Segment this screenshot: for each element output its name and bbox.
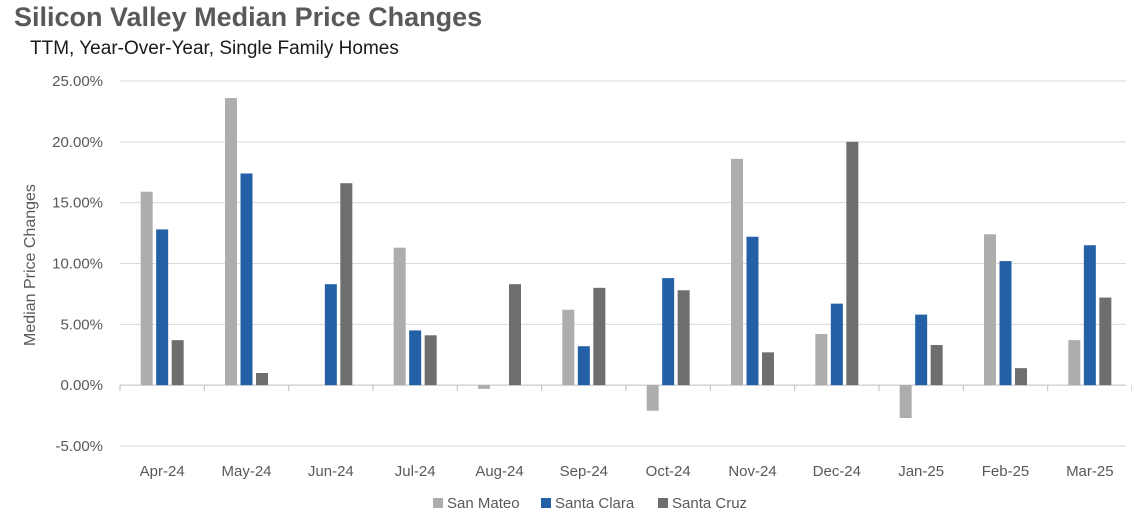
x-tick-label: May-24 [221, 463, 271, 480]
bar-santa-cruz [1015, 368, 1027, 386]
bar-santa-cruz [256, 373, 268, 386]
y-tick-label: 5.00% [60, 316, 103, 333]
y-axis-label: Median Price Changes [22, 184, 39, 346]
bar-san-mateo [646, 385, 659, 411]
y-tick-label: 20.00% [52, 134, 103, 151]
bar-santa-clara [915, 314, 928, 386]
bar-santa-cruz [762, 352, 774, 386]
bar-san-mateo [478, 385, 490, 389]
legend-label: Santa Cruz [672, 495, 747, 512]
x-tick-label: Feb-25 [982, 463, 1030, 480]
bar-santa-clara [662, 278, 675, 386]
legend-swatch [433, 498, 443, 508]
legend-label: San Mateo [447, 495, 520, 512]
chart-title: Silicon Valley Median Price Changes [14, 2, 483, 32]
bar-santa-clara [830, 303, 843, 386]
bar-santa-cruz [424, 335, 437, 386]
bar-santa-clara [409, 330, 422, 386]
x-tick-label: Nov-24 [728, 463, 776, 480]
bar-san-mateo [225, 98, 237, 386]
bar-santa-cruz [171, 340, 184, 386]
bar-san-mateo [562, 309, 575, 386]
legend-swatch [541, 498, 551, 508]
legend-swatch [658, 498, 668, 508]
bar-san-mateo [140, 191, 153, 386]
bar-santa-cruz [340, 183, 353, 386]
bar-san-mateo [815, 334, 828, 386]
bar-santa-clara [240, 173, 253, 386]
bar-san-mateo [1068, 340, 1081, 386]
bar-santa-clara [156, 229, 169, 386]
bar-santa-cruz [846, 141, 859, 386]
bar-santa-clara [577, 346, 590, 386]
bar-santa-clara [324, 284, 337, 386]
bar-santa-cruz [509, 284, 521, 386]
y-tick-label: 0.00% [60, 377, 103, 394]
x-tick-label: Mar-25 [1066, 463, 1114, 480]
y-tick-label: 15.00% [52, 195, 103, 212]
x-tick-label: Jun-24 [308, 463, 354, 480]
bar-san-mateo [899, 385, 912, 419]
x-tick-label: Apr-24 [140, 463, 185, 480]
bar-san-mateo [984, 234, 996, 386]
bar-santa-clara [999, 261, 1012, 386]
x-tick-label: Aug-24 [475, 463, 523, 480]
x-tick-label: Jul-24 [395, 463, 436, 480]
y-tick-label: -5.00% [55, 438, 103, 455]
bar-santa-clara [746, 236, 759, 386]
y-tick-label: 25.00% [52, 73, 103, 90]
x-tick-label: Oct-24 [646, 463, 691, 480]
bar-santa-cruz [593, 287, 606, 386]
legend-label: Santa Clara [555, 495, 635, 512]
bar-santa-cruz [930, 345, 943, 386]
y-tick-label: 10.00% [52, 256, 103, 273]
bar-santa-clara [1083, 245, 1096, 386]
chart-subtitle: TTM, Year-Over-Year, Single Family Homes [30, 38, 399, 59]
bar-san-mateo [393, 247, 406, 386]
x-tick-label: Dec-24 [813, 463, 861, 480]
bar-santa-cruz [677, 290, 690, 386]
bar-santa-cruz [1099, 297, 1112, 386]
bar-san-mateo [731, 158, 743, 386]
x-tick-label: Sep-24 [560, 463, 608, 480]
x-tick-label: Jan-25 [898, 463, 944, 480]
